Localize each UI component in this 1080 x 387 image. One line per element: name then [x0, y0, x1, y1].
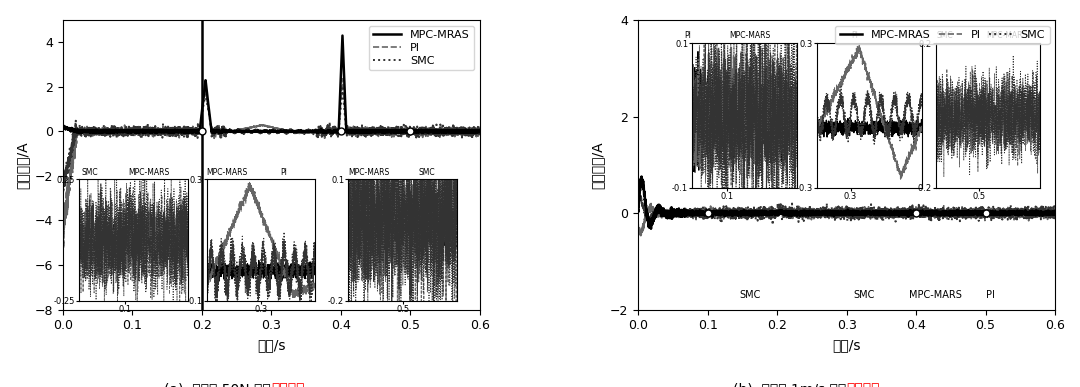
SMC	[730, 210, 743, 215]
SMC	[766, 223, 779, 227]
MPC-MRAS	[62, 127, 75, 131]
MPC-MRAS	[645, 226, 658, 231]
Legend: MPC-MRAS, PI, SMC: MPC-MRAS, PI, SMC	[835, 26, 1050, 45]
MPC-MRAS	[1049, 210, 1062, 214]
SMC	[56, 197, 69, 202]
SMC	[62, 160, 75, 164]
SMC	[56, 185, 69, 190]
Y-axis label: 电流误差/A: 电流误差/A	[591, 141, 605, 188]
Text: SMC: SMC	[274, 246, 296, 256]
Text: (b)  速度为 1m/s 时，: (b) 速度为 1m/s 时，	[733, 382, 847, 387]
Line: PI: PI	[638, 204, 1055, 236]
SMC	[1049, 207, 1062, 212]
MPC-MRAS	[821, 211, 834, 216]
SMC	[632, 196, 645, 200]
PI	[1000, 211, 1013, 216]
PI	[634, 233, 647, 238]
SMC	[1043, 207, 1056, 211]
PI	[336, 76, 349, 81]
SMC	[369, 129, 382, 134]
SMC	[336, 86, 349, 91]
PI	[945, 212, 958, 217]
Text: PI: PI	[414, 246, 422, 256]
SMC	[1000, 215, 1013, 220]
MPC-MRAS	[1043, 212, 1056, 217]
Legend: MPC-MRAS, PI, SMC: MPC-MRAS, PI, SMC	[369, 26, 474, 70]
SMC	[156, 130, 168, 134]
MPC-MRAS	[369, 130, 382, 134]
MPC-MRAS	[730, 209, 743, 214]
MPC-MRAS	[424, 129, 437, 134]
SMC	[468, 127, 481, 132]
MPC-MRAS	[75, 131, 87, 135]
PI	[56, 222, 69, 227]
SMC	[473, 128, 486, 132]
PI	[62, 194, 75, 199]
MPC-MRAS	[632, 209, 645, 213]
MPC-MRAS	[156, 128, 168, 133]
SMC	[636, 205, 649, 209]
SMC	[821, 201, 834, 205]
Text: PI: PI	[119, 246, 127, 256]
PI	[245, 125, 258, 130]
Text: PI: PI	[986, 289, 995, 300]
Text: SMC: SMC	[739, 289, 760, 300]
MPC-MRAS	[635, 174, 648, 179]
PI	[424, 128, 437, 133]
Text: 改变负载: 改变负载	[847, 382, 880, 387]
Y-axis label: 电流误差/A: 电流误差/A	[15, 141, 29, 188]
PI	[821, 210, 834, 214]
PI	[730, 209, 743, 214]
MPC-MRAS	[1000, 210, 1013, 214]
PI	[473, 132, 486, 137]
MPC-MRAS	[636, 178, 649, 183]
Text: SMC: SMC	[853, 289, 875, 300]
MPC-MRAS	[945, 211, 958, 216]
MPC-MRAS	[468, 130, 481, 135]
Line: SMC: SMC	[63, 88, 480, 200]
PI	[369, 129, 382, 134]
SMC	[424, 131, 437, 136]
PI	[645, 201, 658, 206]
PI	[632, 223, 645, 228]
SMC	[245, 130, 258, 134]
PI	[468, 128, 481, 133]
PI	[156, 131, 168, 136]
Line: MPC-MRAS: MPC-MRAS	[638, 176, 1055, 229]
Text: 改变速度: 改变速度	[271, 382, 305, 387]
Line: SMC: SMC	[638, 194, 1055, 225]
MPC-MRAS	[473, 130, 486, 134]
Line: PI: PI	[63, 79, 480, 248]
X-axis label: 时间/s: 时间/s	[257, 338, 285, 352]
SMC	[945, 214, 958, 218]
PI	[57, 246, 70, 251]
Text: (a)  负载为 50N 时，: (a) 负载为 50N 时，	[164, 382, 271, 387]
Text: MPC-MARS: MPC-MARS	[909, 289, 962, 300]
MPC-MRAS	[56, 125, 69, 130]
MPC-MRAS	[336, 33, 349, 38]
PI	[1049, 211, 1062, 216]
PI	[636, 221, 649, 226]
SMC	[633, 192, 646, 196]
X-axis label: 时间/s: 时间/s	[833, 338, 861, 352]
MPC-MRAS	[245, 129, 258, 134]
PI	[1043, 213, 1056, 217]
Line: MPC-MRAS: MPC-MRAS	[63, 36, 480, 133]
